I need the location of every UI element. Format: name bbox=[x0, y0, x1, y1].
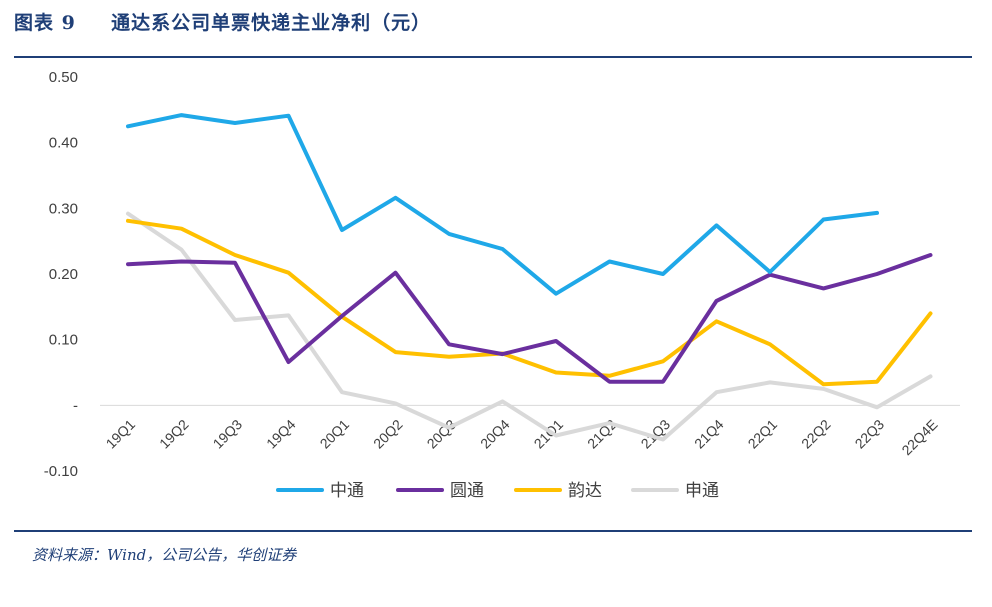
chart-title: 图表 9 通达系公司单票快递主业净利（元） bbox=[14, 8, 431, 35]
y-tick-label: 0.30 bbox=[49, 200, 78, 217]
figure-label: 图表 9 bbox=[14, 12, 76, 34]
x-tick-label: 19Q4 bbox=[263, 416, 299, 452]
series-line-2 bbox=[126, 218, 933, 387]
x-tick-label: 22Q1 bbox=[745, 416, 781, 452]
x-tick-label: 22Q3 bbox=[852, 416, 888, 452]
x-tick-label: 20Q4 bbox=[477, 416, 513, 452]
series-line-0 bbox=[126, 113, 879, 296]
y-tick-label: 0.40 bbox=[49, 135, 78, 152]
x-tick-label: 20Q2 bbox=[370, 416, 406, 452]
y-axis: 0.50 0.40 0.30 0.20 0.10 - -0.10 bbox=[44, 69, 78, 480]
y-tick-label: 0.50 bbox=[49, 69, 78, 86]
x-tick-label: 20Q3 bbox=[424, 416, 460, 452]
x-tick-label: 20Q1 bbox=[317, 416, 353, 452]
x-tick-label: 21Q2 bbox=[584, 416, 620, 452]
y-tick-label: -0.10 bbox=[44, 463, 78, 480]
x-tick-label: 21Q4 bbox=[691, 416, 727, 452]
x-tick-label: 19Q2 bbox=[156, 416, 192, 452]
x-axis: 19Q1 19Q2 19Q3 19Q4 20Q1 20Q2 20Q3 20Q4 21Q1 21Q2… bbox=[103, 416, 941, 458]
legend-label: 中通 bbox=[330, 481, 364, 501]
legend-label: 圆通 bbox=[450, 481, 484, 501]
legend-label: 韵达 bbox=[568, 481, 602, 501]
x-tick-label: 19Q3 bbox=[210, 416, 246, 452]
series-lines bbox=[126, 113, 933, 442]
series-line-1 bbox=[126, 253, 933, 384]
y-tick-label: 0.20 bbox=[49, 266, 78, 283]
figure-title: 通达系公司单票快递主业净利（元） bbox=[111, 12, 432, 34]
y-tick-label: - bbox=[73, 397, 78, 414]
x-tick-label: 22Q2 bbox=[798, 416, 834, 452]
source-note: 资料来源：Wind，公司公告，华创证券 bbox=[32, 546, 297, 564]
legend-label: 申通 bbox=[685, 481, 719, 501]
bottom-divider bbox=[14, 530, 972, 532]
x-tick-label: 22Q4E bbox=[898, 416, 940, 458]
x-tick-label: 19Q1 bbox=[103, 416, 139, 452]
legend: 中通 圆通 韵达 申通 bbox=[276, 481, 719, 501]
series-line-3 bbox=[126, 211, 933, 442]
top-divider bbox=[14, 56, 972, 58]
y-tick-label: 0.10 bbox=[49, 332, 78, 349]
